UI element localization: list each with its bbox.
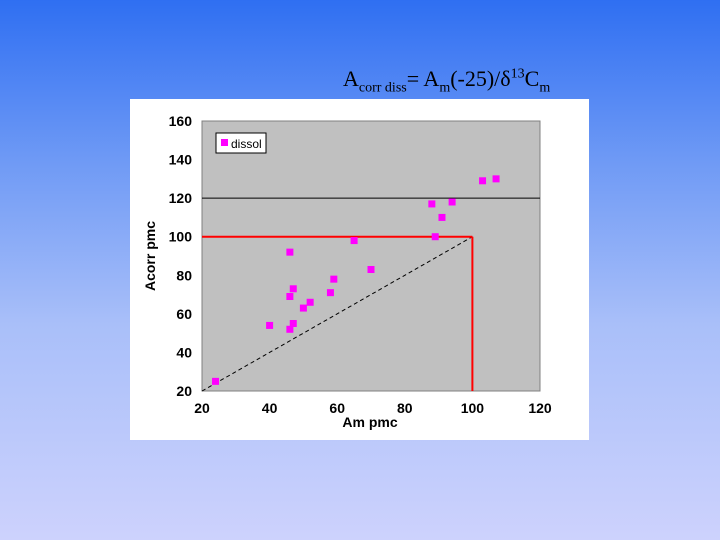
chart-panel: 20 40 60 80 100 120 20 40 60 80 100 120 140 160 Am pm… bbox=[130, 99, 589, 440]
data-point bbox=[330, 275, 338, 283]
title-end: C bbox=[524, 66, 540, 91]
title-sub2: m bbox=[439, 80, 451, 96]
data-point bbox=[212, 377, 220, 385]
data-point bbox=[350, 237, 358, 245]
data-point bbox=[299, 304, 307, 312]
data-point bbox=[286, 293, 294, 300]
data-point bbox=[448, 198, 456, 206]
x-tick-label: 120 bbox=[528, 400, 552, 416]
data-point bbox=[431, 233, 439, 241]
data-point bbox=[289, 320, 297, 327]
x-tick-label: 40 bbox=[262, 400, 278, 416]
data-point bbox=[289, 285, 297, 293]
y-tick-label: 120 bbox=[169, 190, 193, 206]
y-tick-label: 80 bbox=[176, 267, 192, 283]
title-mid2: (-25)/δ bbox=[450, 66, 511, 91]
data-point bbox=[326, 289, 334, 297]
legend-swatch bbox=[221, 139, 228, 146]
legend-label: dissol bbox=[231, 137, 262, 151]
y-tick-label: 40 bbox=[176, 344, 192, 360]
x-axis-title: Am pmc bbox=[342, 414, 397, 430]
title-sub3: m bbox=[539, 80, 551, 96]
title-main: A bbox=[343, 66, 359, 91]
data-point bbox=[428, 200, 436, 208]
slide-title: Acorr diss= Am(-25)/δ13Cm bbox=[343, 66, 550, 96]
data-point bbox=[492, 175, 500, 183]
legend: dissol bbox=[215, 132, 267, 154]
title-sup: 13 bbox=[510, 66, 525, 82]
x-tick-label: 60 bbox=[329, 400, 345, 416]
y-tick-label: 160 bbox=[169, 113, 193, 129]
one-to-one-line bbox=[201, 236, 473, 392]
y-tick-label: 20 bbox=[176, 383, 192, 399]
y-tick-label: 100 bbox=[169, 229, 193, 245]
data-point bbox=[367, 266, 375, 273]
title-mid: = A bbox=[406, 66, 440, 91]
data-point bbox=[266, 321, 274, 329]
y-axis-title: Acorr pmc bbox=[142, 221, 158, 291]
reference-lines bbox=[201, 235, 474, 392]
plot-area bbox=[201, 120, 541, 392]
data-point bbox=[479, 177, 487, 185]
x-tick-label: 80 bbox=[397, 400, 413, 416]
y-tick-label: 140 bbox=[169, 152, 193, 168]
title-sub1: corr diss bbox=[358, 80, 407, 96]
data-point bbox=[286, 248, 294, 256]
data-point bbox=[286, 325, 294, 333]
x-tick-label: 100 bbox=[461, 400, 485, 416]
legend-box bbox=[215, 132, 267, 154]
scatter-chart: 20 40 60 80 100 120 20 40 60 80 100 120 140 160 Am pm… bbox=[142, 113, 552, 430]
x-tick-label: 20 bbox=[194, 400, 210, 416]
data-points bbox=[212, 175, 500, 385]
data-point bbox=[306, 298, 314, 306]
y-tick-label: 60 bbox=[176, 306, 192, 322]
data-point bbox=[438, 213, 446, 221]
tick-labels: 20 40 60 80 100 120 20 40 60 80 100 120 140 160 bbox=[169, 113, 552, 416]
